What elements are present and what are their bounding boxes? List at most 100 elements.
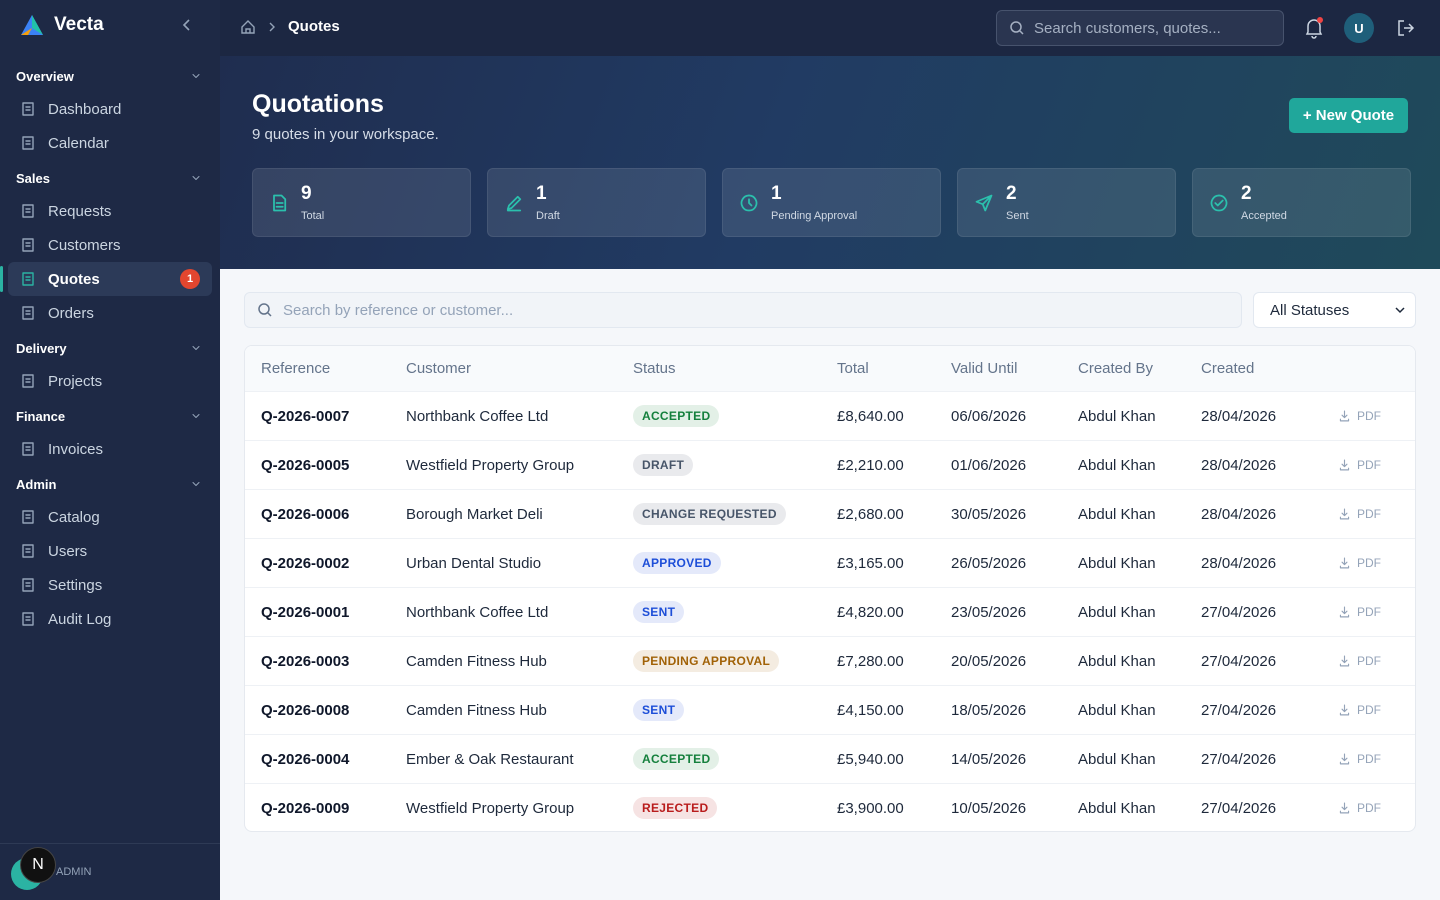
page-subtitle: 9 quotes in your workspace. <box>252 126 439 143</box>
logo-mark <box>21 15 43 35</box>
table-header: Reference Customer Status Total Valid Until C… <box>245 346 1415 391</box>
stat-card[interactable]: 2 Sent <box>957 168 1176 237</box>
icon <box>273 194 287 212</box>
table-row[interactable]: Q-2026-0005 Westfield Property Group DRAFT… <box>245 440 1415 489</box>
icon <box>22 510 34 524</box>
cell-reference: Q-2026-0006 <box>261 505 350 523</box>
nav-item[interactable]: Dashboard <box>8 92 212 126</box>
column-header[interactable]: Reference <box>261 360 331 377</box>
column-header[interactable]: Total <box>837 360 869 377</box>
cell-reference: Q-2026-0001 <box>261 603 350 621</box>
nav-label: Catalog <box>48 508 100 526</box>
pdf-button[interactable]: PDF <box>1338 392 1381 440</box>
pdf-label: PDF <box>1357 507 1381 521</box>
table-row[interactable]: Q-2026-0003 Camden Fitness Hub PENDING APP… <box>245 636 1415 685</box>
cell-valid-until: 10/05/2026 <box>951 799 1027 817</box>
pdf-button[interactable]: PDF <box>1338 441 1381 489</box>
table-row[interactable]: Q-2026-0007 Northbank Coffee Ltd ACCEPTED £… <box>245 391 1415 440</box>
column-header[interactable]: Created <box>1201 360 1255 377</box>
logout-button[interactable] <box>1397 19 1415 37</box>
status-badge: ACCEPTED <box>633 405 720 427</box>
stat-card[interactable]: 9 Total <box>252 168 471 237</box>
nav-section[interactable]: Overview <box>0 60 220 92</box>
nav-item[interactable]: Projects <box>8 364 212 398</box>
icon <box>1339 655 1350 667</box>
nav-item[interactable]: Requests <box>8 194 212 228</box>
logo[interactable]: Vecta <box>20 14 104 36</box>
nav-item[interactable]: Catalog <box>8 500 212 534</box>
cell-created-by: Abdul Khan <box>1078 603 1156 621</box>
nav-section[interactable]: Admin <box>0 468 220 500</box>
pdf-button[interactable]: PDF <box>1338 539 1381 587</box>
cell-total: £4,150.00 <box>837 701 904 719</box>
cell-customer: Ember & Oak Restaurant <box>406 750 574 768</box>
nav-item[interactable]: Users <box>8 534 212 568</box>
icon <box>1339 704 1350 716</box>
status-filter-value: All Statuses <box>1270 301 1350 319</box>
avatar-initial[interactable]: N <box>20 847 56 883</box>
column-header[interactable]: Created By <box>1078 360 1154 377</box>
cell-customer: Borough Market Deli <box>406 505 543 523</box>
nav-section[interactable]: Finance <box>0 400 220 432</box>
nav-label: Requests <box>48 202 112 220</box>
cell-status: PENDING APPROVAL <box>633 637 780 685</box>
pdf-button[interactable]: PDF <box>1338 784 1381 831</box>
cell-created: 28/04/2026 <box>1201 407 1277 425</box>
pdf-button[interactable]: PDF <box>1338 735 1381 783</box>
pdf-button[interactable]: PDF <box>1338 490 1381 538</box>
table-search[interactable]: Search by reference or customer... <box>244 292 1242 328</box>
table-row[interactable]: Q-2026-0001 Northbank Coffee Ltd SENT £4,82… <box>245 587 1415 636</box>
column-header[interactable]: Valid Until <box>951 360 1018 377</box>
stat-card[interactable]: 2 Accepted <box>1192 168 1411 237</box>
pdf-button[interactable]: PDF <box>1338 637 1381 685</box>
cell-created-by: Abdul Khan <box>1078 701 1156 719</box>
column-header[interactable]: Customer <box>406 360 472 377</box>
new-quote-button[interactable]: + New Quote <box>1289 98 1408 133</box>
nav-item[interactable]: Settings <box>8 568 212 602</box>
cell-created: 28/04/2026 <box>1201 505 1277 523</box>
nav-item[interactable]: Audit Log <box>8 602 212 636</box>
table-row[interactable]: Q-2026-0002 Urban Dental Studio APPROVED £3… <box>245 538 1415 587</box>
sidebar: Vecta Overview Dashboard Calendar Sales Requ… <box>0 0 220 900</box>
icon <box>975 194 993 212</box>
table-row[interactable]: Q-2026-0009 Westfield Property Group REJEC… <box>245 783 1415 831</box>
pdf-button[interactable]: PDF <box>1338 588 1381 636</box>
status-filter[interactable]: All Statuses <box>1253 292 1416 328</box>
pdf-label: PDF <box>1357 556 1381 570</box>
pdf-label: PDF <box>1357 605 1381 619</box>
collapse-button[interactable] <box>182 18 192 32</box>
stat-card[interactable]: 1 Pending Approval <box>722 168 941 237</box>
user-role: ADMIN <box>56 866 92 878</box>
icon <box>1339 508 1350 520</box>
table-row[interactable]: Q-2026-0008 Camden Fitness Hub SENT £4,150.… <box>245 685 1415 734</box>
column-header[interactable]: Status <box>633 360 676 377</box>
cell-customer: Westfield Property Group <box>406 456 575 474</box>
cell-total: £2,210.00 <box>837 456 904 474</box>
nav-item[interactable]: Customers <box>8 228 212 262</box>
stat-value: 2 <box>1241 183 1252 204</box>
dropdown-icon <box>1395 307 1405 314</box>
nav-section[interactable]: Delivery <box>0 332 220 364</box>
pdf-button[interactable]: PDF <box>1338 686 1381 734</box>
user-menu[interactable]: U <box>1344 13 1374 43</box>
table-row[interactable]: Q-2026-0006 Borough Market Deli CHANGE REQ… <box>245 489 1415 538</box>
nav-label: Settings <box>48 576 103 594</box>
cell-created: 27/04/2026 <box>1201 750 1277 768</box>
cell-created: 27/04/2026 <box>1201 652 1277 670</box>
notifications-button[interactable] <box>1304 17 1324 39</box>
global-search[interactable]: Search customers, quotes... <box>996 10 1284 46</box>
icon <box>22 272 34 286</box>
cell-status: ACCEPTED <box>633 392 720 440</box>
nav-section-title: Overview <box>16 68 74 84</box>
home-icon[interactable] <box>240 19 256 35</box>
cell-status: APPROVED <box>633 539 721 587</box>
table-row[interactable]: Q-2026-0004 Ember & Oak Restaurant ACCEPTE… <box>245 734 1415 783</box>
nav-item[interactable]: Invoices <box>8 432 212 466</box>
stat-card[interactable]: 1 Draft <box>487 168 706 237</box>
nav-item[interactable]: Quotes 1 <box>0 262 212 296</box>
nav-item[interactable]: Calendar <box>8 126 212 160</box>
nav-item[interactable]: Orders <box>8 296 212 330</box>
nav-section[interactable]: Sales <box>0 162 220 194</box>
breadcrumb-current: Quotes <box>288 18 340 35</box>
cell-valid-until: 26/05/2026 <box>951 554 1027 572</box>
